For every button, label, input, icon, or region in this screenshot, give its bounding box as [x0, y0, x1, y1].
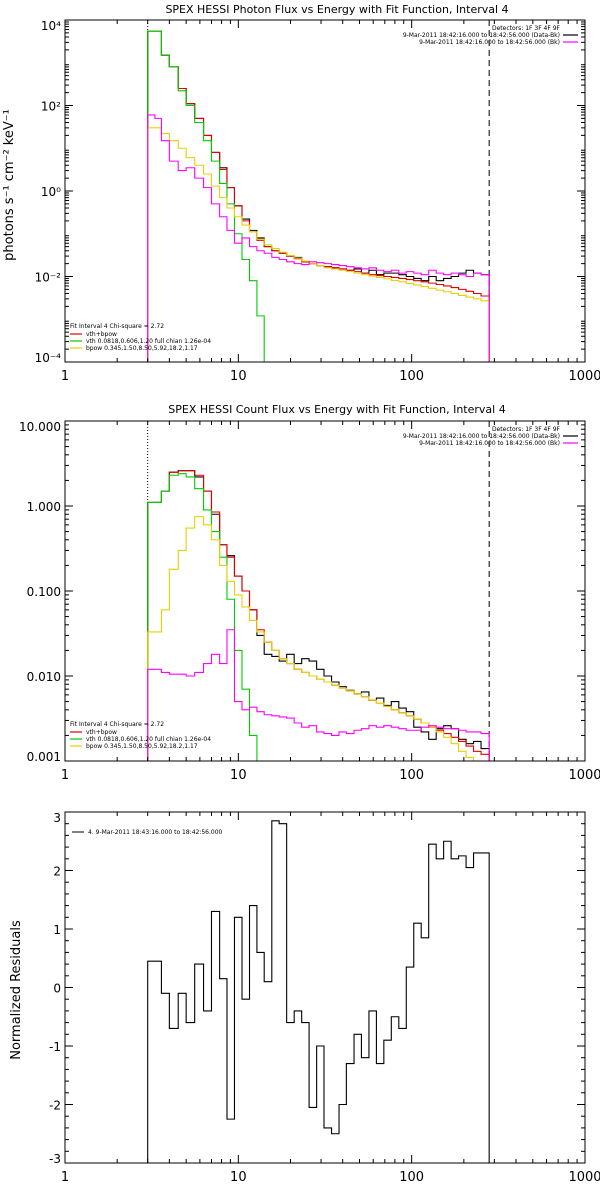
count-flux-legend-bpow-label: bpow 0.345,1.50,8.50,5.92,18.2,1.17	[86, 743, 198, 750]
photon-flux-x-tick-label: 100	[399, 369, 424, 384]
count-flux-legend-detectors: Detectors: 1F 3F 4F 9F 9-Mar-2011 18:42:…	[403, 426, 578, 447]
photon-flux-legend-data-label: 9-Mar-2011 18:42:16.000 to 18:42:56.000 …	[403, 32, 560, 39]
photon-flux-x-tick-label: 10	[230, 369, 247, 384]
residuals-y-tick-label: -1	[49, 1040, 61, 1054]
count-flux-legend-data-label: 9-Mar-2011 18:42:16.000 to 18:42:56.000 …	[403, 433, 560, 440]
count-flux-ticks: 1 10 100 1000 0.001 0.010 0.100 1.000 10.000	[19, 420, 600, 783]
photon-flux-ticks: 1 10 100 1000 10⁻⁴ 10⁻² 10⁰ 10² 10⁴	[35, 19, 600, 384]
photon-flux-series-bpow	[147, 127, 490, 362]
count-flux-legend-detectors-header: Detectors: 1F 3F 4F 9F	[492, 426, 561, 433]
photon-flux-y-tick-label: 10²	[41, 100, 61, 114]
residuals-panel: Normalized Residuals 1 10 100 1000 -3 -2 -1 0 1 2…	[9, 811, 600, 1185]
photon-flux-series-vth-bpow	[147, 30, 490, 362]
residuals-y-tick-label: -2	[49, 1099, 61, 1113]
count-flux-legend-vth-label: vth 0.0818,0.606,1.20 full chian 1.26e-0…	[86, 736, 211, 743]
count-flux-series-vth-bpow	[147, 470, 490, 761]
photon-flux-x-tick-label: 1	[61, 369, 69, 384]
photon-flux-legend-detectors: Detectors: 1F 3F 4F 9F 9-Mar-2011 18:42:…	[403, 25, 578, 46]
residuals-y-tick-label: 0	[53, 982, 61, 996]
count-flux-legend-fit-header: Fit Interval 4 Chi-square = 2.72	[70, 721, 164, 728]
residuals-ticks: 1 10 100 1000 -3 -2 -1 0 1 2 3	[49, 811, 600, 1185]
count-flux-plot	[147, 421, 490, 761]
residuals-x-tick-label: 100	[399, 1170, 424, 1185]
photon-flux-x-tick-label: 1000	[568, 369, 600, 384]
residuals-y-tick-label: 1	[53, 923, 61, 937]
count-flux-series-data	[147, 470, 490, 761]
residuals-legend-label: 4. 9-Mar-2011 18:43:16.000 to 18:42:56.0…	[88, 829, 223, 836]
residuals-y-label: Normalized Residuals	[9, 920, 24, 1060]
photon-flux-legend-detectors-header: Detectors: 1F 3F 4F 9F	[492, 25, 561, 32]
count-flux-y-tick-label: 0.100	[27, 585, 61, 599]
photon-flux-y-tick-label: 10⁴	[41, 19, 61, 33]
photon-flux-y-tick-label: 10⁻²	[35, 271, 62, 285]
residuals-y-tick-label: 3	[53, 811, 61, 825]
photon-flux-series-background	[147, 114, 490, 362]
count-flux-panel: SPEX HESSI Count Flux vs Energy with Fit…	[19, 403, 600, 783]
photon-flux-axes-frame	[64, 19, 586, 363]
photon-flux-panel: SPEX HESSI Photon Flux vs Energy with Fi…	[2, 3, 600, 384]
count-flux-x-tick-label: 1000	[568, 768, 600, 783]
count-flux-axes-frame	[64, 420, 586, 762]
photon-flux-series-data	[147, 30, 490, 362]
photon-flux-y-label: photons s⁻¹ cm⁻² keV⁻¹	[2, 109, 17, 261]
residuals-y-tick-label: -3	[49, 1152, 61, 1166]
photon-flux-legend-bpow-label: bpow 0.345,1.50,8.50,5.92,18.2,1.17	[86, 345, 198, 352]
residuals-series-data	[147, 820, 490, 1163]
count-flux-x-tick-label: 100	[399, 768, 424, 783]
count-flux-series-bpow	[147, 516, 490, 761]
photon-flux-series-vth	[147, 30, 272, 362]
count-flux-y-tick-label: 0.001	[27, 750, 61, 764]
count-flux-y-tick-label: 10.000	[19, 420, 61, 434]
photon-flux-plot	[147, 20, 490, 362]
count-flux-y-tick-label: 0.010	[27, 670, 61, 684]
photon-flux-legend-bk-label: 9-Mar-2011 18:42:16.000 to 18:42:56.000 …	[419, 39, 560, 46]
photon-flux-y-tick-label: 10⁰	[41, 185, 61, 199]
count-flux-legend-total-label: vth+bpow	[86, 729, 117, 736]
count-flux-y-tick-label: 1.000	[27, 500, 61, 514]
count-flux-series-background	[147, 629, 490, 761]
photon-flux-legend-total-label: vth+bpow	[86, 331, 117, 338]
residuals-x-tick-label: 1	[61, 1170, 69, 1185]
photon-flux-legend-fit: Fit Interval 4 Chi-square = 2.72 vth+bpo…	[70, 323, 211, 352]
photon-flux-title: SPEX HESSI Photon Flux vs Energy with Fi…	[165, 3, 508, 16]
residuals-legend: 4. 9-Mar-2011 18:43:16.000 to 18:42:56.0…	[72, 829, 223, 836]
photon-flux-legend-fit-header: Fit Interval 4 Chi-square = 2.72	[70, 323, 164, 330]
residuals-y-tick-label: 2	[53, 865, 61, 879]
residuals-axes-frame	[64, 811, 586, 1164]
count-flux-legend-fit: Fit Interval 4 Chi-square = 2.72 vth+bpo…	[70, 721, 211, 750]
residuals-x-tick-label: 10	[230, 1170, 247, 1185]
residuals-x-tick-label: 1000	[568, 1170, 600, 1185]
photon-flux-y-tick-label: 10⁻⁴	[35, 351, 62, 365]
photon-flux-legend-vth-label: vth 0.0818,0.606,1.20 full chian 1.26e-0…	[86, 338, 211, 345]
count-flux-x-tick-label: 10	[230, 768, 247, 783]
count-flux-title: SPEX HESSI Count Flux vs Energy with Fit…	[168, 403, 505, 416]
count-flux-series-vth	[147, 473, 265, 761]
residuals-plot	[147, 820, 490, 1163]
count-flux-x-tick-label: 1	[61, 768, 69, 783]
count-flux-legend-bk-label: 9-Mar-2011 18:42:16.000 to 18:42:56.000 …	[419, 440, 560, 447]
